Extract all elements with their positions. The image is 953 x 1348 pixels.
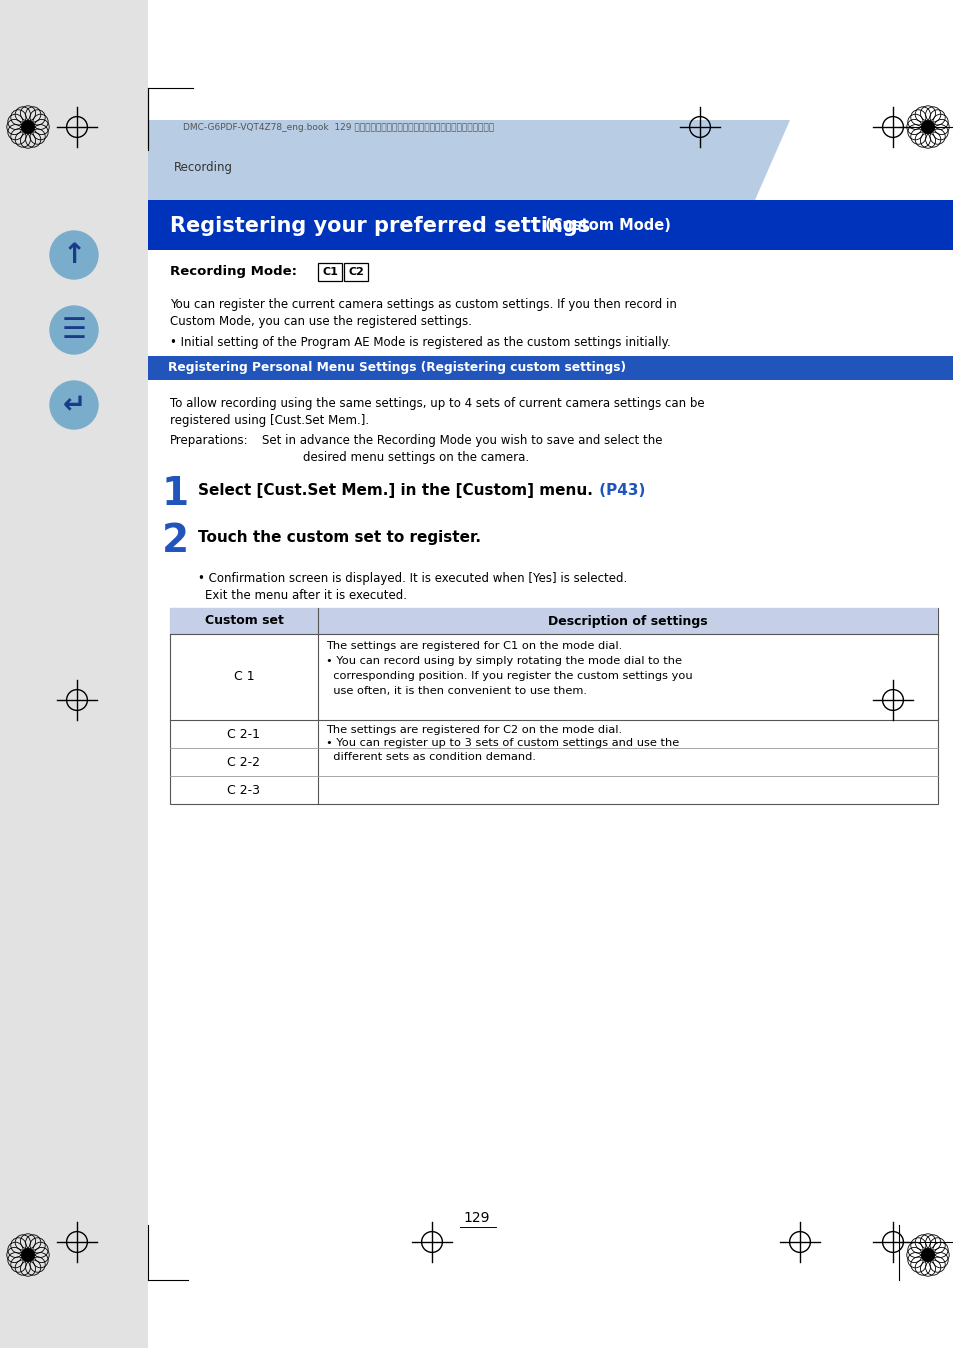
Bar <box>170 608 937 634</box>
Text: corresponding position. If you register the custom settings you: corresponding position. If you register … <box>326 671 692 681</box>
Circle shape <box>22 1250 34 1260</box>
Polygon shape <box>148 120 789 200</box>
Circle shape <box>22 121 34 133</box>
Text: Registering your preferred settings: Registering your preferred settings <box>170 216 590 236</box>
Text: Registering Personal Menu Settings (Registering custom settings): Registering Personal Menu Settings (Regi… <box>168 361 625 375</box>
Text: The settings are registered for C1 on the mode dial.: The settings are registered for C1 on th… <box>326 642 621 651</box>
Bar <box>344 263 368 280</box>
Circle shape <box>50 306 98 355</box>
Text: Select [Cust.Set Mem.] in the [Custom] menu.: Select [Cust.Set Mem.] in the [Custom] m… <box>198 483 592 497</box>
Text: Custom Mode, you can use the registered settings.: Custom Mode, you can use the registered … <box>170 315 472 328</box>
Text: desired menu settings on the camera.: desired menu settings on the camera. <box>303 452 529 464</box>
Text: DMC-G6PDF-VQT4Z78_eng.book  129 ページ　２０１３年４月２５日　木曜日　午前１０時５分: DMC-G6PDF-VQT4Z78_eng.book 129 ページ ２０１３年… <box>183 123 494 132</box>
Text: ☰: ☰ <box>62 315 87 344</box>
Text: different sets as condition demand.: different sets as condition demand. <box>326 752 536 762</box>
Circle shape <box>921 121 933 133</box>
Text: (Custom Mode): (Custom Mode) <box>539 218 670 233</box>
Text: ↑: ↑ <box>62 241 86 270</box>
Text: Recording Mode:: Recording Mode: <box>170 266 296 279</box>
Text: To allow recording using the same settings, up to 4 sets of current camera setti: To allow recording using the same settin… <box>170 398 704 410</box>
Bar <box>148 356 953 380</box>
Bar <box>317 263 341 280</box>
Text: The settings are registered for C2 on the mode dial.: The settings are registered for C2 on th… <box>326 725 621 735</box>
Bar <box>148 200 953 249</box>
Text: Touch the custom set to register.: Touch the custom set to register. <box>198 530 480 545</box>
Text: • You can register up to 3 sets of custom settings and use the: • You can register up to 3 sets of custo… <box>326 737 679 748</box>
Circle shape <box>50 381 98 429</box>
Text: You can register the current camera settings as custom settings. If you then rec: You can register the current camera sett… <box>170 298 677 311</box>
Text: 129: 129 <box>463 1211 490 1225</box>
Text: C 2-3: C 2-3 <box>227 783 260 797</box>
Text: • Confirmation screen is displayed. It is executed when [Yes] is selected.: • Confirmation screen is displayed. It i… <box>198 572 626 585</box>
Text: (P43): (P43) <box>594 483 644 497</box>
Text: 1: 1 <box>162 474 189 514</box>
Text: C1: C1 <box>322 267 337 276</box>
Text: C 2-2: C 2-2 <box>227 755 260 768</box>
Circle shape <box>921 1250 933 1260</box>
Text: Description of settings: Description of settings <box>548 615 707 628</box>
Text: C 2-1: C 2-1 <box>227 728 260 740</box>
Bar <box>170 608 937 803</box>
Text: C2: C2 <box>348 267 363 276</box>
Text: registered using [Cust.Set Mem.].: registered using [Cust.Set Mem.]. <box>170 414 369 427</box>
Text: Custom set: Custom set <box>204 615 283 628</box>
Text: Set in advance the Recording Mode you wish to save and select the: Set in advance the Recording Mode you wi… <box>262 434 661 448</box>
Text: • Initial setting of the Program AE Mode is registered as the custom settings in: • Initial setting of the Program AE Mode… <box>170 336 670 349</box>
Text: ↵: ↵ <box>62 391 86 419</box>
Text: Recording: Recording <box>173 162 233 174</box>
Bar <box>0 0 148 1348</box>
Text: 2: 2 <box>162 522 189 559</box>
Text: • You can record using by simply rotating the mode dial to the: • You can record using by simply rotatin… <box>326 656 681 666</box>
Text: Preparations:: Preparations: <box>170 434 249 448</box>
Text: C 1: C 1 <box>233 670 254 683</box>
Text: use often, it is then convenient to use them.: use often, it is then convenient to use … <box>326 686 586 696</box>
Circle shape <box>50 231 98 279</box>
Text: Exit the menu after it is executed.: Exit the menu after it is executed. <box>205 589 407 603</box>
